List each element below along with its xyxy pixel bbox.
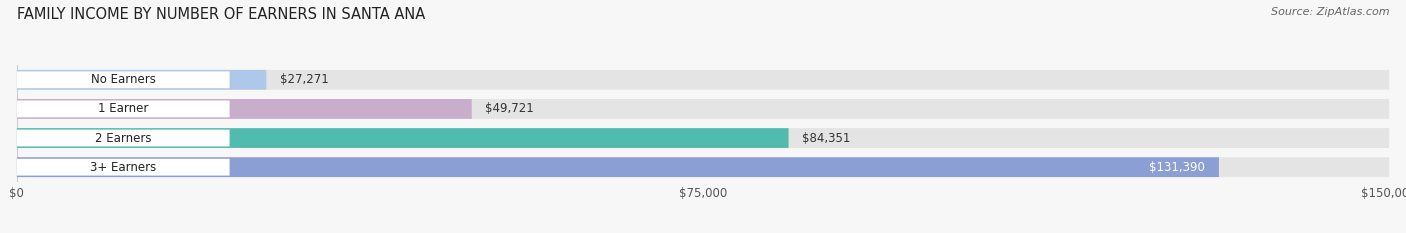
FancyBboxPatch shape: [17, 71, 229, 88]
FancyBboxPatch shape: [17, 128, 1389, 148]
FancyBboxPatch shape: [17, 159, 229, 176]
FancyBboxPatch shape: [17, 70, 266, 90]
Text: No Earners: No Earners: [91, 73, 156, 86]
FancyBboxPatch shape: [17, 70, 1389, 90]
FancyBboxPatch shape: [17, 157, 1389, 177]
FancyBboxPatch shape: [17, 100, 229, 117]
FancyBboxPatch shape: [17, 99, 1389, 119]
Text: $49,721: $49,721: [485, 103, 534, 115]
FancyBboxPatch shape: [17, 157, 1219, 177]
Text: 1 Earner: 1 Earner: [98, 103, 149, 115]
Text: 3+ Earners: 3+ Earners: [90, 161, 156, 174]
FancyBboxPatch shape: [17, 128, 789, 148]
Text: Source: ZipAtlas.com: Source: ZipAtlas.com: [1271, 7, 1389, 17]
Text: 2 Earners: 2 Earners: [96, 132, 152, 144]
FancyBboxPatch shape: [17, 130, 229, 147]
Text: $131,390: $131,390: [1149, 161, 1205, 174]
FancyBboxPatch shape: [17, 99, 472, 119]
Text: $84,351: $84,351: [803, 132, 851, 144]
Text: FAMILY INCOME BY NUMBER OF EARNERS IN SANTA ANA: FAMILY INCOME BY NUMBER OF EARNERS IN SA…: [17, 7, 425, 22]
Text: $27,271: $27,271: [280, 73, 329, 86]
